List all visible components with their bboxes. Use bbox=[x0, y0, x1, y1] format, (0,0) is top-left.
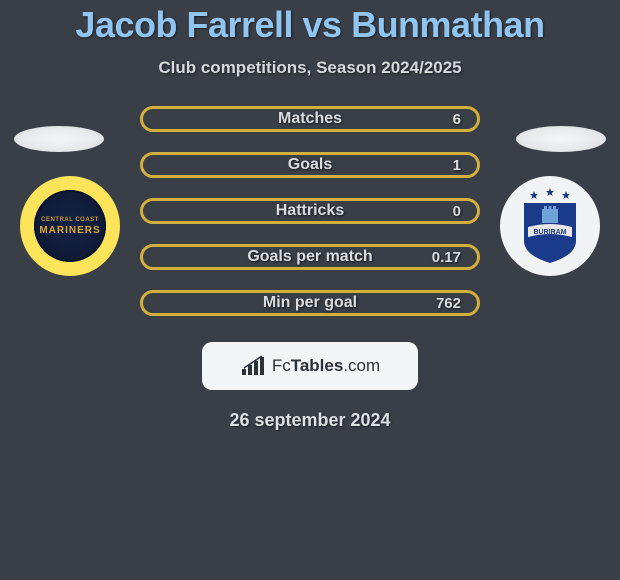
crest-banner-text: BURIRAM bbox=[533, 229, 566, 236]
stat-row-min-per-goal: Min per goal 762 bbox=[140, 290, 480, 316]
team-badge-left: CENTRAL COAST MARINERS bbox=[20, 176, 120, 276]
buriram-crest: BURIRAM bbox=[514, 187, 586, 265]
stat-rows: Matches 6 Goals 1 Hattricks 0 Goals per … bbox=[140, 106, 480, 316]
stat-row-goals-per-match: Goals per match 0.17 bbox=[140, 244, 480, 270]
chart-icon bbox=[240, 355, 266, 377]
comparison-card: Jacob Farrell vs Bunmathan Club competit… bbox=[0, 0, 620, 431]
stats-area: CENTRAL COAST MARINERS bbox=[0, 106, 620, 431]
page-title: Jacob Farrell vs Bunmathan bbox=[0, 4, 620, 46]
stat-row-goals: Goals 1 bbox=[140, 152, 480, 178]
stat-label: Goals bbox=[288, 156, 332, 174]
date-text: 26 september 2024 bbox=[0, 410, 620, 431]
crest-arc-text: CENTRAL COAST bbox=[41, 217, 99, 223]
stat-label: Goals per match bbox=[247, 248, 372, 266]
stat-value: 1 bbox=[453, 157, 461, 174]
stat-value: 762 bbox=[436, 295, 461, 312]
shadow-ellipse-left bbox=[14, 126, 104, 152]
stat-label: Matches bbox=[278, 110, 342, 128]
stat-value: 0.17 bbox=[432, 249, 461, 266]
stat-value: 6 bbox=[453, 111, 461, 128]
mariners-crest: CENTRAL COAST MARINERS bbox=[34, 190, 106, 262]
shadow-ellipse-right bbox=[516, 126, 606, 152]
subtitle: Club competitions, Season 2024/2025 bbox=[0, 58, 620, 78]
stat-value: 0 bbox=[453, 203, 461, 220]
crest-castle-icon bbox=[542, 209, 558, 223]
crest-stars-icon bbox=[530, 188, 570, 199]
team-badge-right: BURIRAM bbox=[500, 176, 600, 276]
stat-label: Hattricks bbox=[276, 202, 344, 220]
crest-main-text: MARINERS bbox=[39, 225, 100, 236]
stat-row-matches: Matches 6 bbox=[140, 106, 480, 132]
stat-row-hattricks: Hattricks 0 bbox=[140, 198, 480, 224]
source-logo-text: FcTables.com bbox=[272, 356, 380, 376]
source-logo-box: FcTables.com bbox=[202, 342, 418, 390]
stat-label: Min per goal bbox=[263, 294, 357, 312]
